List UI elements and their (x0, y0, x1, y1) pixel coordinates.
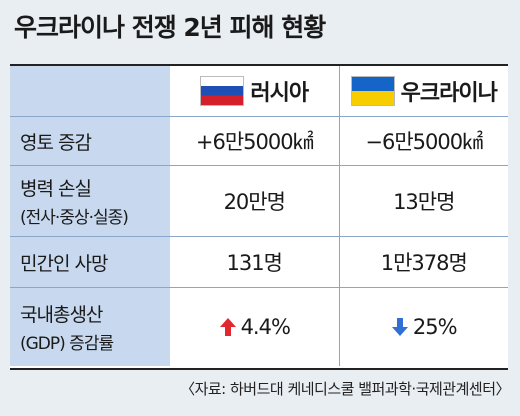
russia-gdp-value: 4.4% (240, 315, 291, 339)
header-ukraine: 우크라이나 (338, 66, 509, 116)
down-arrow-icon (391, 318, 408, 336)
ukraine-territory: −6만5000㎢ (338, 117, 509, 165)
row-label-military: 병력 손실 (전사·중상·실종) (10, 166, 170, 236)
row-label-gdp: 국내총생산 (GDP) 증감률 (10, 288, 170, 366)
header-russia: 러시아 (170, 66, 339, 116)
row-label-territory: 영토 증감 (10, 117, 170, 165)
damage-table: 러시아 우크라이나 영토 증감 +6만5000㎢ −6만5000㎢ 병력 손실 … (10, 64, 508, 370)
header-russia-label: 러시아 (250, 81, 309, 106)
table-row-gdp: 국내총생산 (GDP) 증감률 4.4% 25% (10, 288, 508, 366)
ukraine-military-loss: 13만명 (338, 166, 509, 236)
up-arrow-icon (219, 318, 236, 336)
ukraine-civilian-deaths: 1만378명 (338, 237, 509, 287)
row-label-text: 민간인 사망 (20, 252, 108, 275)
russia-flag-icon (200, 76, 245, 106)
table-row-civilian: 민간인 사망 131명 1만378명 (10, 237, 508, 288)
row-label-civilian: 민간인 사망 (10, 237, 170, 287)
russia-military-loss: 20만명 (223, 190, 286, 214)
row-sublabel-text: (GDP) 증감률 (20, 334, 114, 354)
row-label-text: 병력 손실 (20, 178, 92, 200)
russia-territory: +6만5000㎢ (195, 130, 314, 154)
header-ukraine-label: 우크라이나 (400, 81, 498, 106)
row-label-text: 영토 증감 (20, 131, 92, 154)
page-title: 우크라이나 전쟁 2년 피해 현황 (14, 13, 326, 42)
table-header-row: 러시아 우크라이나 (10, 66, 508, 117)
russia-civilian-deaths: 131명 (226, 251, 283, 275)
row-label-text: 국내총생산 (20, 304, 103, 326)
ukraine-gdp-value: 25% (412, 315, 458, 339)
russia-gdp-change: 4.4% (170, 288, 339, 366)
ukraine-gdp-change: 25% (338, 288, 509, 366)
table-row-military: 병력 손실 (전사·중상·실종) 20만명 13만명 (10, 166, 508, 237)
ukraine-flag-icon (350, 76, 395, 106)
source-note: 〈자료: 하버드대 케네디스쿨 밸퍼과학·국제관계센터〉 (180, 380, 510, 398)
row-sublabel-text: (전사·중상·실종) (20, 208, 129, 228)
header-empty-cell (10, 66, 170, 116)
table-row-territory: 영토 증감 +6만5000㎢ −6만5000㎢ (10, 117, 508, 166)
